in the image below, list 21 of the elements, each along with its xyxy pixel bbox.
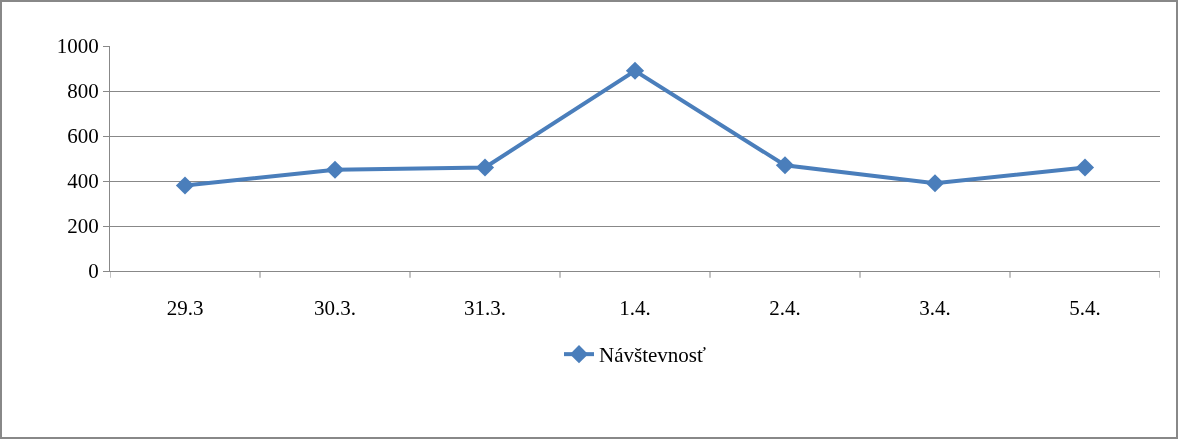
y-tick-label: 800	[67, 79, 99, 104]
point	[625, 61, 645, 80]
point	[775, 156, 795, 175]
point	[925, 174, 945, 193]
y-tick-label: 600	[67, 124, 99, 149]
x-tick-label: 2.4.	[769, 296, 801, 321]
point	[1075, 158, 1095, 177]
point	[175, 176, 195, 195]
x-tick-label: 31.3.	[464, 296, 506, 321]
x-tick-label: 1.4.	[619, 296, 651, 321]
x-tick-label: 3.4.	[919, 296, 951, 321]
legend-label: Návštevnosť	[599, 343, 706, 368]
x-tick-label: 29.3	[166, 296, 204, 321]
y-tick-label: 400	[67, 169, 99, 194]
y-tick-label: 0	[88, 259, 99, 284]
y-tick-label: 200	[67, 214, 99, 239]
point	[325, 160, 345, 179]
point	[475, 158, 495, 177]
x-tick-label: 5.4.	[1069, 296, 1101, 321]
x-tick-label: 30.3.	[314, 296, 356, 321]
y-tick-label: 1000	[56, 34, 99, 59]
